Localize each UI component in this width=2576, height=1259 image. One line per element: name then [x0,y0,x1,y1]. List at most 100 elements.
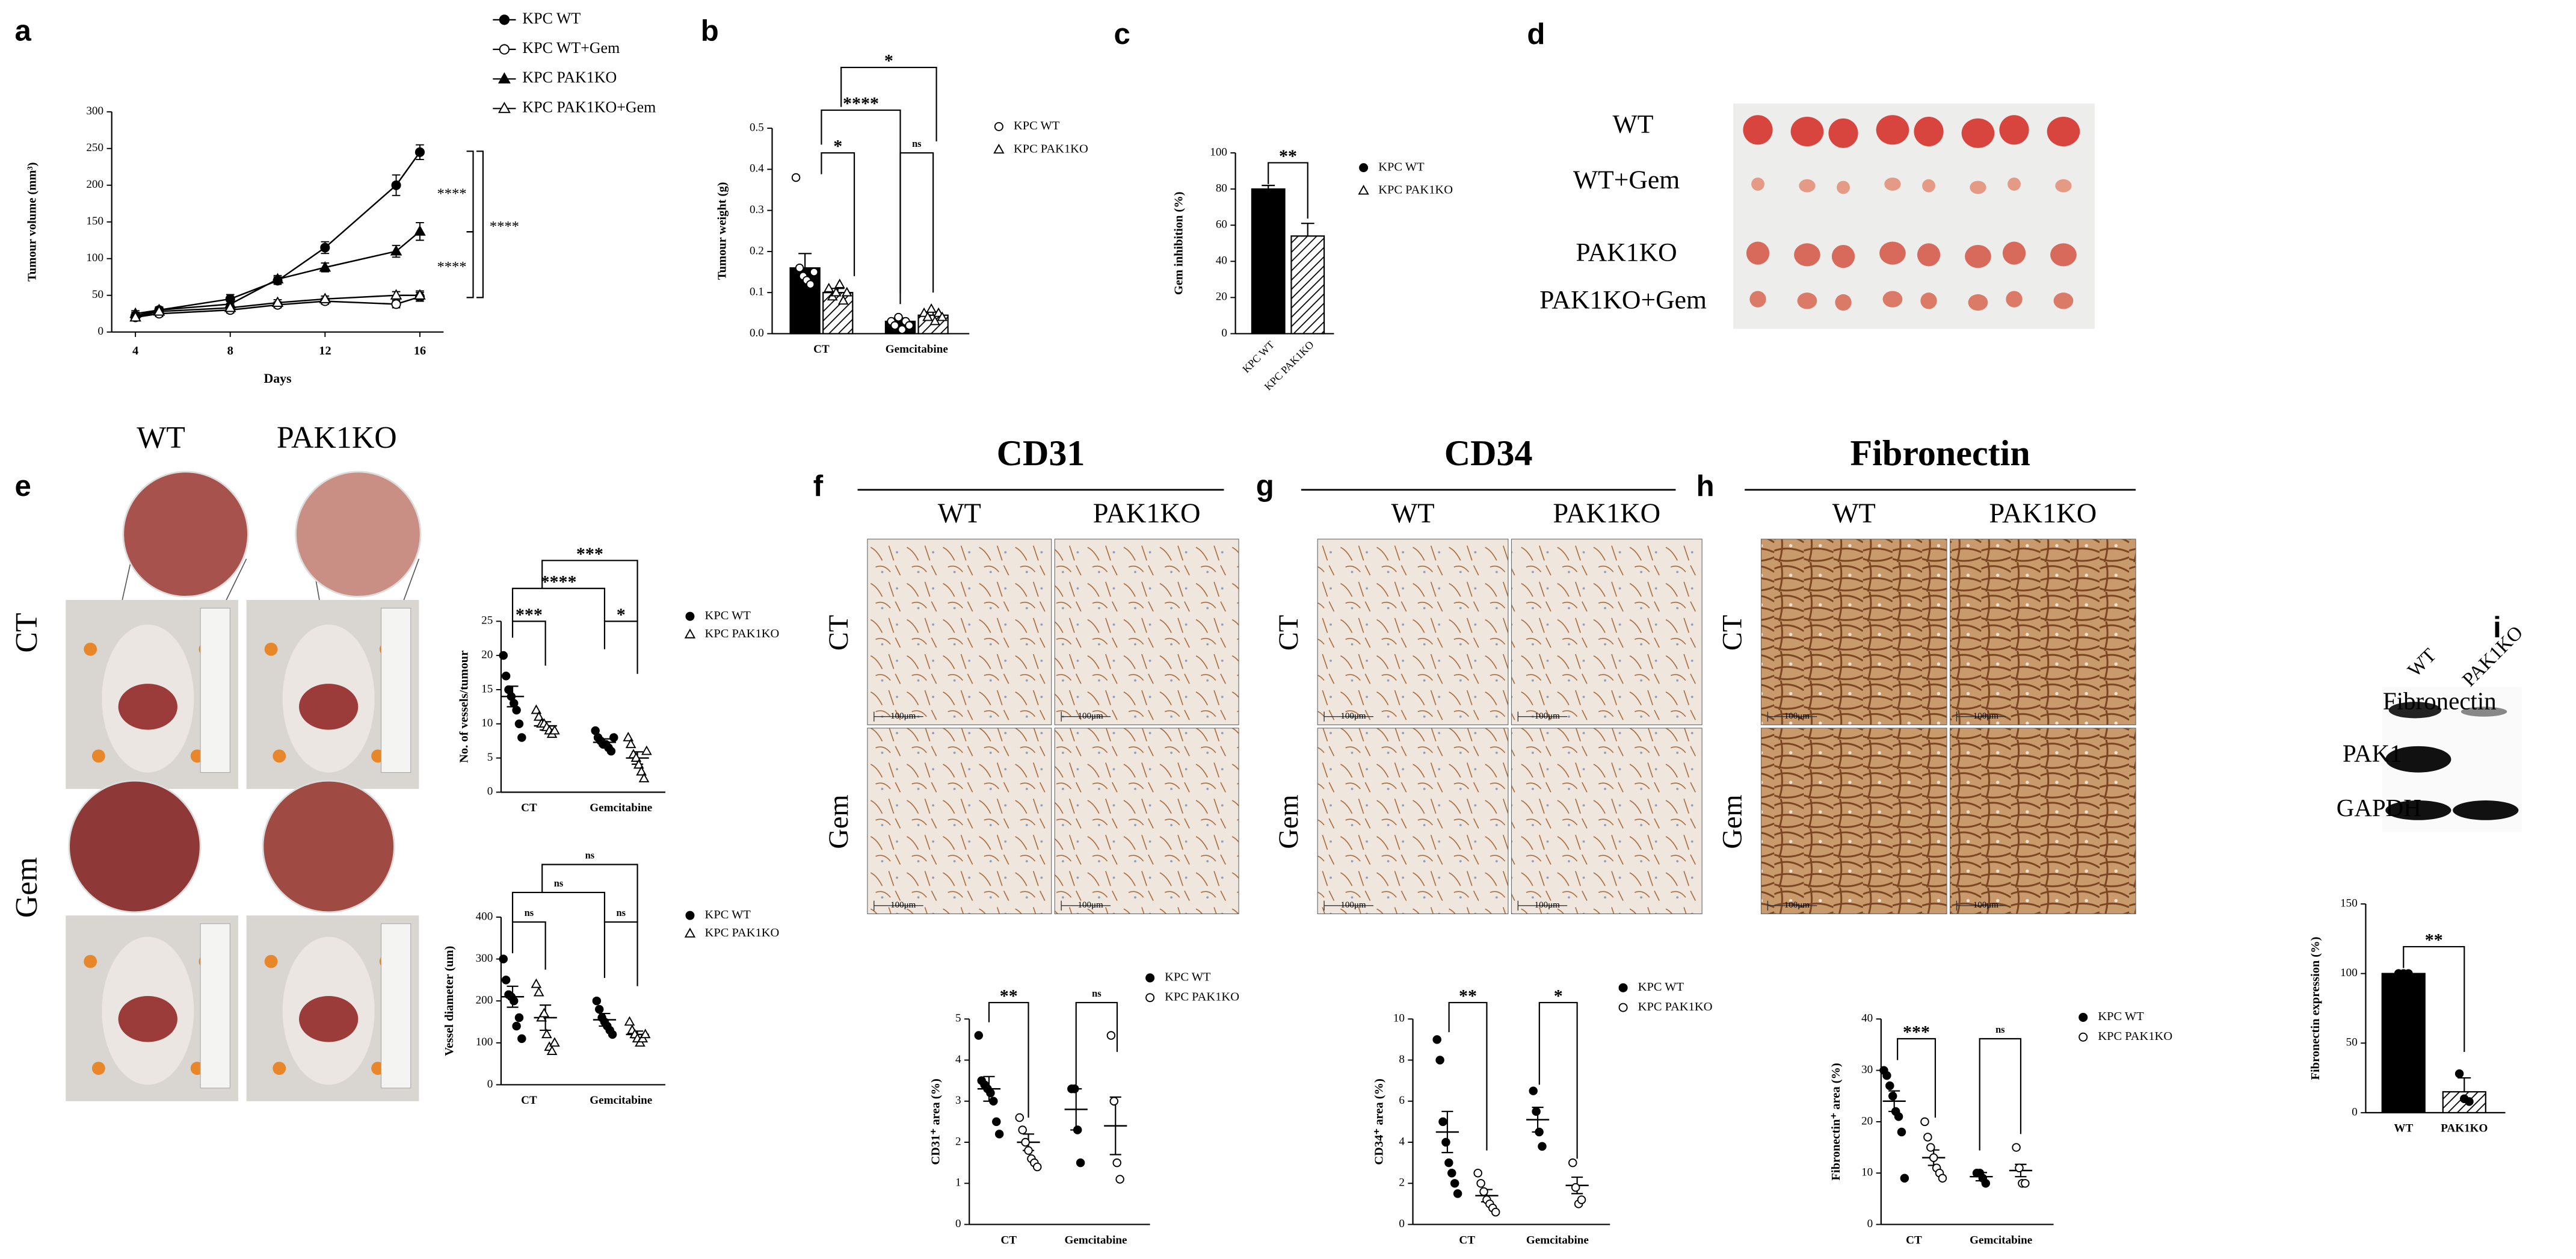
y-tick-label: 250 [86,141,103,154]
point [501,671,511,681]
ihc-image [1317,728,1509,914]
y-tick-label: 400 [476,910,493,923]
point [989,1097,998,1106]
x-tick-label: 16 [414,344,426,357]
y-tick-label: 10 [481,717,493,729]
legend-marker [498,72,511,84]
point [1900,1174,1909,1183]
significance-bracket [541,560,638,622]
tumour [1914,116,1944,147]
y-axis-label: Vessel diameter (um) [443,946,456,1056]
point [937,311,948,321]
panel-letter: i [2493,611,2501,644]
tumour [1746,241,1770,265]
photo-row-label: CT [10,613,44,652]
image-column-label: WT [938,498,981,529]
significance-bracket [603,921,638,986]
y-tick-label: 15 [481,682,493,695]
photo-label: PAK1KO+Gem [1539,286,1707,315]
x-tick-label: Gemcitabine [886,343,948,356]
tumour [2047,116,2080,147]
y-tick-label: 100 [2340,967,2358,979]
point [1070,1084,1079,1094]
tumour [1917,243,1941,267]
x-tick-label: Gemcitabine [590,802,652,814]
point [594,1004,604,1014]
scale-bar [1767,711,1817,722]
x-tick-label: Gemcitabine [1526,1234,1589,1246]
significance-label: ns [1995,1024,2004,1035]
ihc-image [1949,539,2136,725]
photo-label: WT [1613,110,1654,138]
significance-label: ns [585,850,594,861]
point [414,225,426,236]
legend-marker [1359,163,1369,173]
y-tick-label: 50 [92,288,103,301]
point [533,711,544,721]
point [499,651,508,660]
x-tick-label: CT [1459,1234,1475,1246]
zoom-circle [295,471,422,598]
point [992,1117,1001,1127]
scale-bar-label: 100μm [1784,711,1810,721]
ihc-image [1511,539,1702,725]
photo-label: WT+Gem [1573,165,1680,194]
ihc-image [1317,539,1509,725]
error-bar [540,1004,552,1032]
tumour [1922,179,1935,193]
significance-label: ns [554,877,563,889]
legend-label: KPC WT [1378,160,1425,173]
ihc-image [1949,728,2136,914]
legend-marker [1145,973,1155,983]
y-tick-label: 40 [1216,255,1227,267]
x-tick-label: 12 [319,344,331,357]
y-tick-label: 40 [1861,1012,1873,1025]
legend-label: KPC PAK1KO+Gem [522,98,656,116]
y-tick-label: 8 [1399,1053,1405,1066]
point [1441,1137,1450,1147]
y-tick-label: 4 [955,1053,961,1066]
point [1432,1035,1441,1044]
panel-letter: g [1256,470,1274,503]
panel-letter: d [1527,18,1545,51]
tumour [2007,178,2021,191]
x-tick-label: PAK1KO [2441,1122,2488,1135]
scale-bar-label: 100μm [890,711,916,721]
legend-label: KPC WT [705,908,751,921]
y-tick-label: 0 [487,1078,493,1090]
tumour [1831,244,1855,268]
point [541,1029,552,1039]
ihc-image [867,728,1052,914]
blot-protein-label: Fibronectin [2383,687,2497,714]
point [608,1030,617,1039]
bar [2381,973,2426,1113]
x-tick-label: Gemcitabine [1064,1234,1127,1246]
legend-label: KPC PAK1KO [1014,142,1088,155]
significance-label: * [884,51,893,71]
significance-bracket [1979,1038,2022,1151]
y-tick-label: 150 [86,215,103,227]
significance-bracket [1538,1001,1578,1159]
point [1938,1174,1947,1183]
y-tick-label: 10 [1393,1012,1405,1025]
legend-label: KPC WT [1165,971,1211,984]
point [549,725,560,735]
point [1888,1091,1897,1101]
legend-marker [685,911,695,920]
point [606,746,616,756]
point [1929,1153,1938,1162]
y-tick-label: 0.1 [750,286,764,299]
legend-label: KPC WT+Gem [522,39,620,57]
y-tick-label: 5 [487,751,493,764]
y-tick-label: 20 [1216,291,1227,303]
point [1491,1207,1500,1217]
tumour [1920,292,1937,309]
y-tick-label: 0.0 [750,327,764,339]
significance-label: ns [525,907,534,918]
point [2012,1143,2021,1152]
significance-bracket [988,1001,1029,1118]
error-bar [1301,223,1314,237]
y-tick-label: 0 [2352,1106,2358,1118]
significance-bracket [466,150,474,233]
scale-bar-label: 100μm [1784,900,1810,910]
